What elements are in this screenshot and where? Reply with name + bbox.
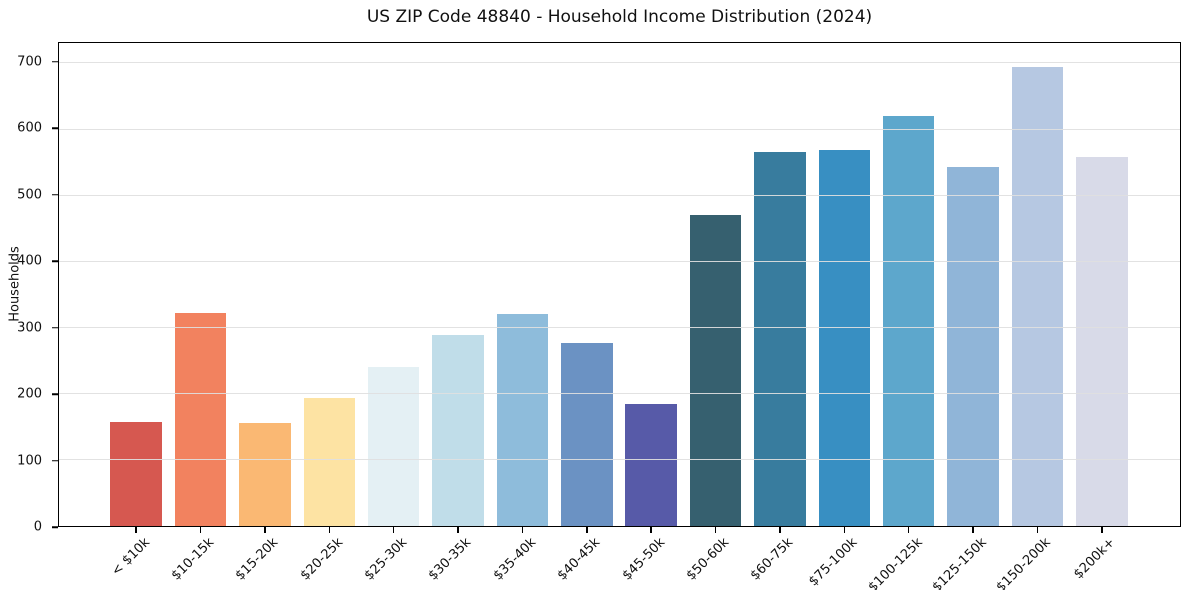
bar [1076, 156, 1128, 526]
bar [110, 422, 162, 526]
x-tick-label: $100-125k [865, 535, 926, 590]
y-tick-label: 500 [17, 187, 42, 203]
bar-slot: $40-45k [555, 43, 619, 583]
bar [496, 313, 549, 526]
y-tick-label: 400 [17, 253, 42, 269]
y-axis: 0 100 200 300 400 500 600 700 [0, 42, 58, 535]
bar [174, 312, 227, 526]
bar-slot: $60-75k [748, 43, 812, 583]
x-tick-label: $30-35k [426, 535, 475, 584]
y-tick-mark [52, 459, 58, 462]
y-tick-label: 200 [17, 386, 42, 402]
y-tick-label: 700 [17, 54, 42, 70]
x-tick-mark [907, 527, 910, 533]
bar-slot: $10-15k [168, 43, 232, 583]
y-tick-mark [52, 127, 58, 130]
x-tick-mark [1101, 527, 1103, 533]
y-tick-label: 600 [17, 120, 42, 136]
bars-row: < $10k $10-15k $15-20k $20-25k $25-30k $30-35… [59, 43, 1180, 590]
x-tick-label: $35-40k [490, 535, 540, 584]
bar [625, 404, 677, 526]
bar-slot: $45-50k [619, 43, 683, 583]
y-tick-mark [52, 526, 58, 528]
bar [561, 342, 613, 526]
x-tick-label: $125-150k [929, 535, 990, 590]
x-tick-mark [392, 527, 395, 533]
chart-title: US ZIP Code 48840 - Household Income Dis… [366, 7, 873, 27]
bar-slot: $125-150k [929, 43, 1005, 590]
bar-slot: $50-60k [683, 43, 747, 583]
x-tick-mark [328, 527, 331, 533]
x-tick-label: $10-15k [168, 535, 218, 584]
y-tick-mark [52, 61, 58, 63]
y-tick-label: 100 [17, 453, 42, 469]
x-tick-label: $75-100k [806, 535, 861, 590]
x-tick-mark [843, 527, 846, 533]
plot-area: < $10k $10-15k $15-20k $20-25k $25-30k $30-35… [58, 42, 1181, 590]
x-tick-mark [521, 527, 524, 533]
x-tick-label: $200k+ [1071, 535, 1119, 583]
y-tick-mark [52, 194, 58, 196]
bar-slot: $150-200k [994, 43, 1069, 590]
bar [239, 423, 291, 526]
y-tick-mark [52, 393, 58, 395]
bar-slot: $100-125k [865, 43, 941, 590]
x-tick-mark [586, 527, 588, 533]
bar-slot: $25-30k [362, 43, 426, 583]
bar-slot: $200k+ [1070, 43, 1134, 582]
bar [818, 150, 871, 526]
bar-slot: $35-40k [490, 43, 554, 583]
x-tick-mark [199, 527, 202, 533]
x-tick-label: $60-75k [748, 535, 797, 584]
bar [754, 151, 806, 526]
bar [367, 367, 420, 526]
x-tick-mark [650, 527, 652, 533]
x-tick-mark [972, 527, 974, 533]
x-tick-label: $150-200k [993, 535, 1055, 590]
x-tick-label: $20-25k [297, 535, 346, 584]
y-tick-mark [52, 260, 58, 262]
bar-slot: $30-35k [426, 43, 490, 583]
bar-slot: $15-20k [233, 43, 297, 583]
x-tick-label: < $10k [108, 535, 153, 580]
bar [303, 397, 356, 526]
bar [432, 334, 484, 526]
bar-slot: < $10k [104, 43, 168, 579]
bar [947, 166, 999, 526]
x-tick-mark [457, 527, 459, 533]
x-tick-mark [264, 527, 266, 533]
x-tick-mark [714, 527, 717, 533]
bar [689, 215, 742, 526]
x-tick-label: $40-45k [554, 535, 604, 584]
y-tick-mark [52, 326, 58, 329]
bar [882, 115, 935, 526]
x-tick-label: $15-20k [233, 535, 282, 584]
y-tick-label: 300 [17, 320, 42, 336]
x-tick-label: $25-30k [361, 535, 411, 584]
x-tick-mark [779, 527, 781, 533]
x-tick-label: $50-60k [683, 535, 733, 584]
y-tick-label: 0 [33, 519, 42, 535]
bar-slot: $75-100k [807, 43, 876, 589]
x-tick-mark [135, 527, 137, 533]
x-tick-mark [1036, 527, 1039, 533]
x-tick-label: $45-50k [619, 535, 668, 584]
bar-slot: $20-25k [297, 43, 361, 583]
bar [1011, 67, 1064, 526]
